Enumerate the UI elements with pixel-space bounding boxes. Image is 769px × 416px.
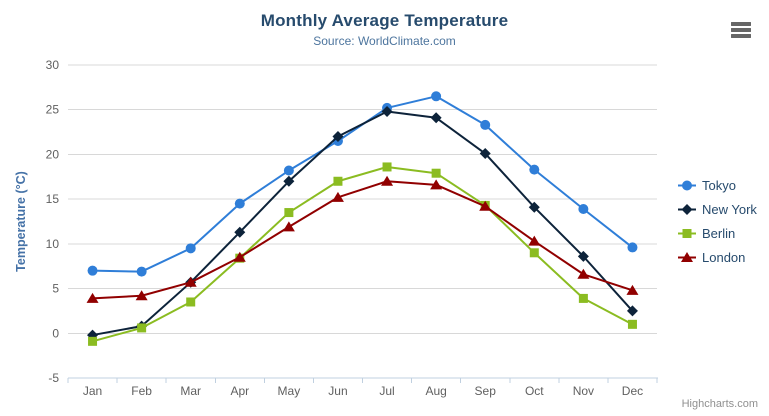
x-axis-label: Jan — [83, 384, 102, 398]
x-axis-label: Oct — [525, 384, 544, 398]
data-point-london[interactable] — [626, 284, 639, 295]
data-point-new-york[interactable] — [479, 148, 491, 160]
legend-item-tokyo[interactable]: Tokyo — [678, 178, 736, 193]
series-tokyo — [87, 91, 638, 277]
data-point-berlin[interactable] — [627, 319, 637, 329]
data-point-tokyo[interactable] — [529, 164, 540, 175]
legend-item-new-york[interactable]: New York — [678, 202, 757, 217]
highcharts-credit[interactable]: Highcharts.com — [681, 398, 758, 410]
data-point-tokyo[interactable] — [185, 243, 196, 254]
series-london — [86, 175, 639, 303]
data-point-london[interactable] — [381, 175, 394, 186]
legend-marker-tokyo[interactable] — [682, 180, 692, 191]
context-menu-button[interactable] — [731, 21, 753, 39]
legend-label-london: London — [702, 250, 745, 265]
data-point-berlin[interactable] — [578, 293, 588, 303]
legend-item-london[interactable]: London — [678, 250, 745, 265]
data-point-london[interactable] — [86, 292, 99, 303]
y-axis-label: 5 — [52, 282, 59, 296]
data-point-london[interactable] — [577, 268, 590, 279]
data-point-london[interactable] — [331, 191, 344, 202]
data-point-berlin[interactable] — [529, 248, 539, 258]
y-axis-title: Temperature (°C) — [14, 171, 28, 272]
legend-item-berlin[interactable]: Berlin — [678, 226, 735, 241]
y-axis-label: 15 — [46, 192, 60, 206]
legend-marker-london[interactable] — [681, 252, 693, 262]
series-tokyo-line — [91, 95, 634, 273]
series-berlin-line — [91, 165, 634, 343]
data-point-berlin[interactable] — [333, 176, 343, 186]
x-axis-label: May — [278, 384, 301, 398]
data-point-new-york[interactable] — [528, 201, 540, 213]
chart-subtitle: Source: WorldClimate.com — [313, 34, 456, 48]
x-axis-label: Sep — [475, 384, 497, 398]
data-point-new-york[interactable] — [626, 305, 638, 317]
x-axis-label: Dec — [622, 384, 643, 398]
data-point-london[interactable] — [282, 221, 295, 232]
x-axis-label: Jun — [328, 384, 347, 398]
series-new-york — [87, 106, 638, 341]
data-point-tokyo[interactable] — [283, 165, 294, 176]
series-new-york-line — [91, 110, 634, 337]
data-point-new-york[interactable] — [577, 250, 589, 262]
data-point-new-york[interactable] — [381, 106, 393, 118]
data-point-berlin[interactable] — [284, 208, 294, 218]
data-point-tokyo[interactable] — [480, 119, 491, 130]
data-point-new-york[interactable] — [430, 112, 442, 124]
legend-marker-new-york[interactable] — [681, 204, 693, 215]
x-axis-label: Aug — [425, 384, 446, 398]
y-axis-label: 10 — [46, 237, 60, 251]
series-london-line — [91, 180, 634, 300]
x-axis-label: Nov — [573, 384, 594, 398]
data-point-berlin[interactable] — [186, 297, 196, 307]
data-point-london[interactable] — [184, 276, 197, 287]
y-axis-label: 25 — [46, 103, 60, 117]
data-point-london[interactable] — [479, 200, 492, 211]
data-point-berlin[interactable] — [431, 168, 441, 178]
legend-marker-berlin[interactable] — [682, 229, 692, 238]
data-point-tokyo[interactable] — [136, 266, 147, 277]
data-point-new-york[interactable] — [234, 226, 246, 238]
legend-label-new-york: New York — [702, 202, 757, 217]
y-axis-label: 30 — [46, 58, 60, 72]
y-axis-label: 0 — [52, 326, 59, 340]
data-point-london[interactable] — [528, 235, 541, 246]
x-axis-label: Jul — [379, 384, 394, 398]
chart-title: Monthly Average Temperature — [260, 11, 509, 30]
data-point-tokyo[interactable] — [627, 242, 638, 253]
data-point-tokyo[interactable] — [431, 91, 442, 102]
data-point-tokyo[interactable] — [578, 203, 589, 214]
data-point-new-york[interactable] — [283, 175, 295, 187]
data-point-new-york[interactable] — [332, 131, 344, 143]
data-point-london[interactable] — [135, 290, 148, 301]
legend-label-tokyo: Tokyo — [702, 178, 736, 193]
y-axis-label: 20 — [46, 147, 60, 161]
data-point-london[interactable] — [430, 179, 443, 190]
legend-label-berlin: Berlin — [702, 226, 735, 241]
data-point-berlin[interactable] — [88, 336, 98, 346]
data-point-berlin[interactable] — [382, 162, 392, 172]
data-point-tokyo[interactable] — [234, 198, 245, 209]
data-point-tokyo[interactable] — [87, 265, 98, 276]
x-axis-label: Apr — [230, 384, 249, 398]
x-axis-label: Feb — [131, 384, 152, 398]
data-point-berlin[interactable] — [137, 323, 147, 333]
data-point-london[interactable] — [233, 251, 246, 262]
y-axis-label: -5 — [48, 371, 59, 385]
x-axis-label: Mar — [180, 384, 201, 398]
